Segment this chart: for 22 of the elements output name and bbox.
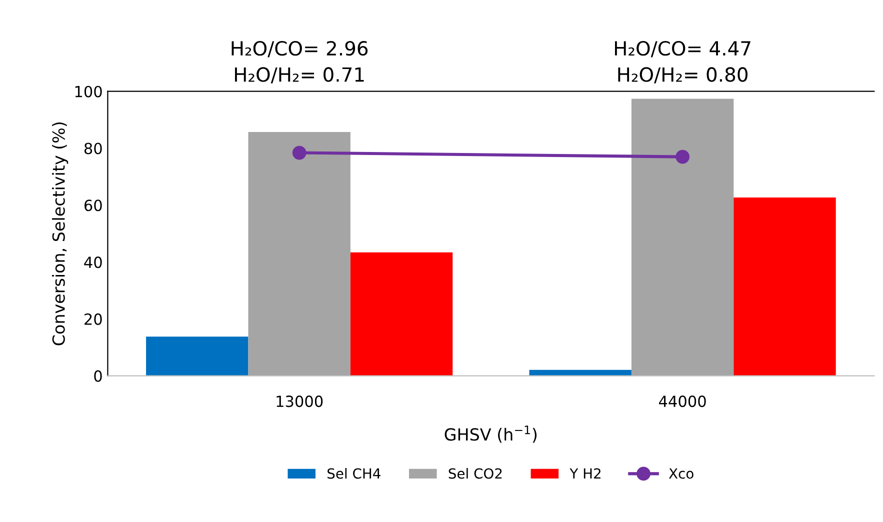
- legend-label: Sel CH4: [328, 468, 380, 479]
- x-tick-label: 13000: [276, 396, 323, 408]
- bar: [248, 132, 350, 376]
- y-tick-label: 40: [84, 256, 102, 268]
- y-tick-label: 80: [84, 142, 102, 154]
- legend-label: Y H2: [570, 468, 600, 479]
- bar: [734, 197, 836, 376]
- y-tick-label: 100: [75, 86, 102, 98]
- bar: [529, 370, 632, 376]
- x-tick-label: 44000: [659, 396, 706, 408]
- x-axis-title: GHSV (h$^{−1}$): [444, 426, 537, 443]
- text: H₂O/CO= 4.47 H₂O/H₂= 0.80: [615, 40, 750, 84]
- bar: [146, 336, 248, 376]
- legend-label: Sel CO2: [448, 468, 502, 479]
- y-tick-label: 20: [84, 313, 102, 325]
- bar: [631, 98, 734, 376]
- y-axis-title: Conversion, Selectivity (%): [52, 122, 68, 346]
- text: H₂O/CO= 2.96 H₂O/H₂= 0.71: [232, 40, 368, 84]
- legend-label: Xco: [668, 468, 694, 479]
- bar: [350, 252, 453, 376]
- y-tick-label: 0: [94, 370, 102, 382]
- y-tick-label: 60: [84, 200, 102, 212]
